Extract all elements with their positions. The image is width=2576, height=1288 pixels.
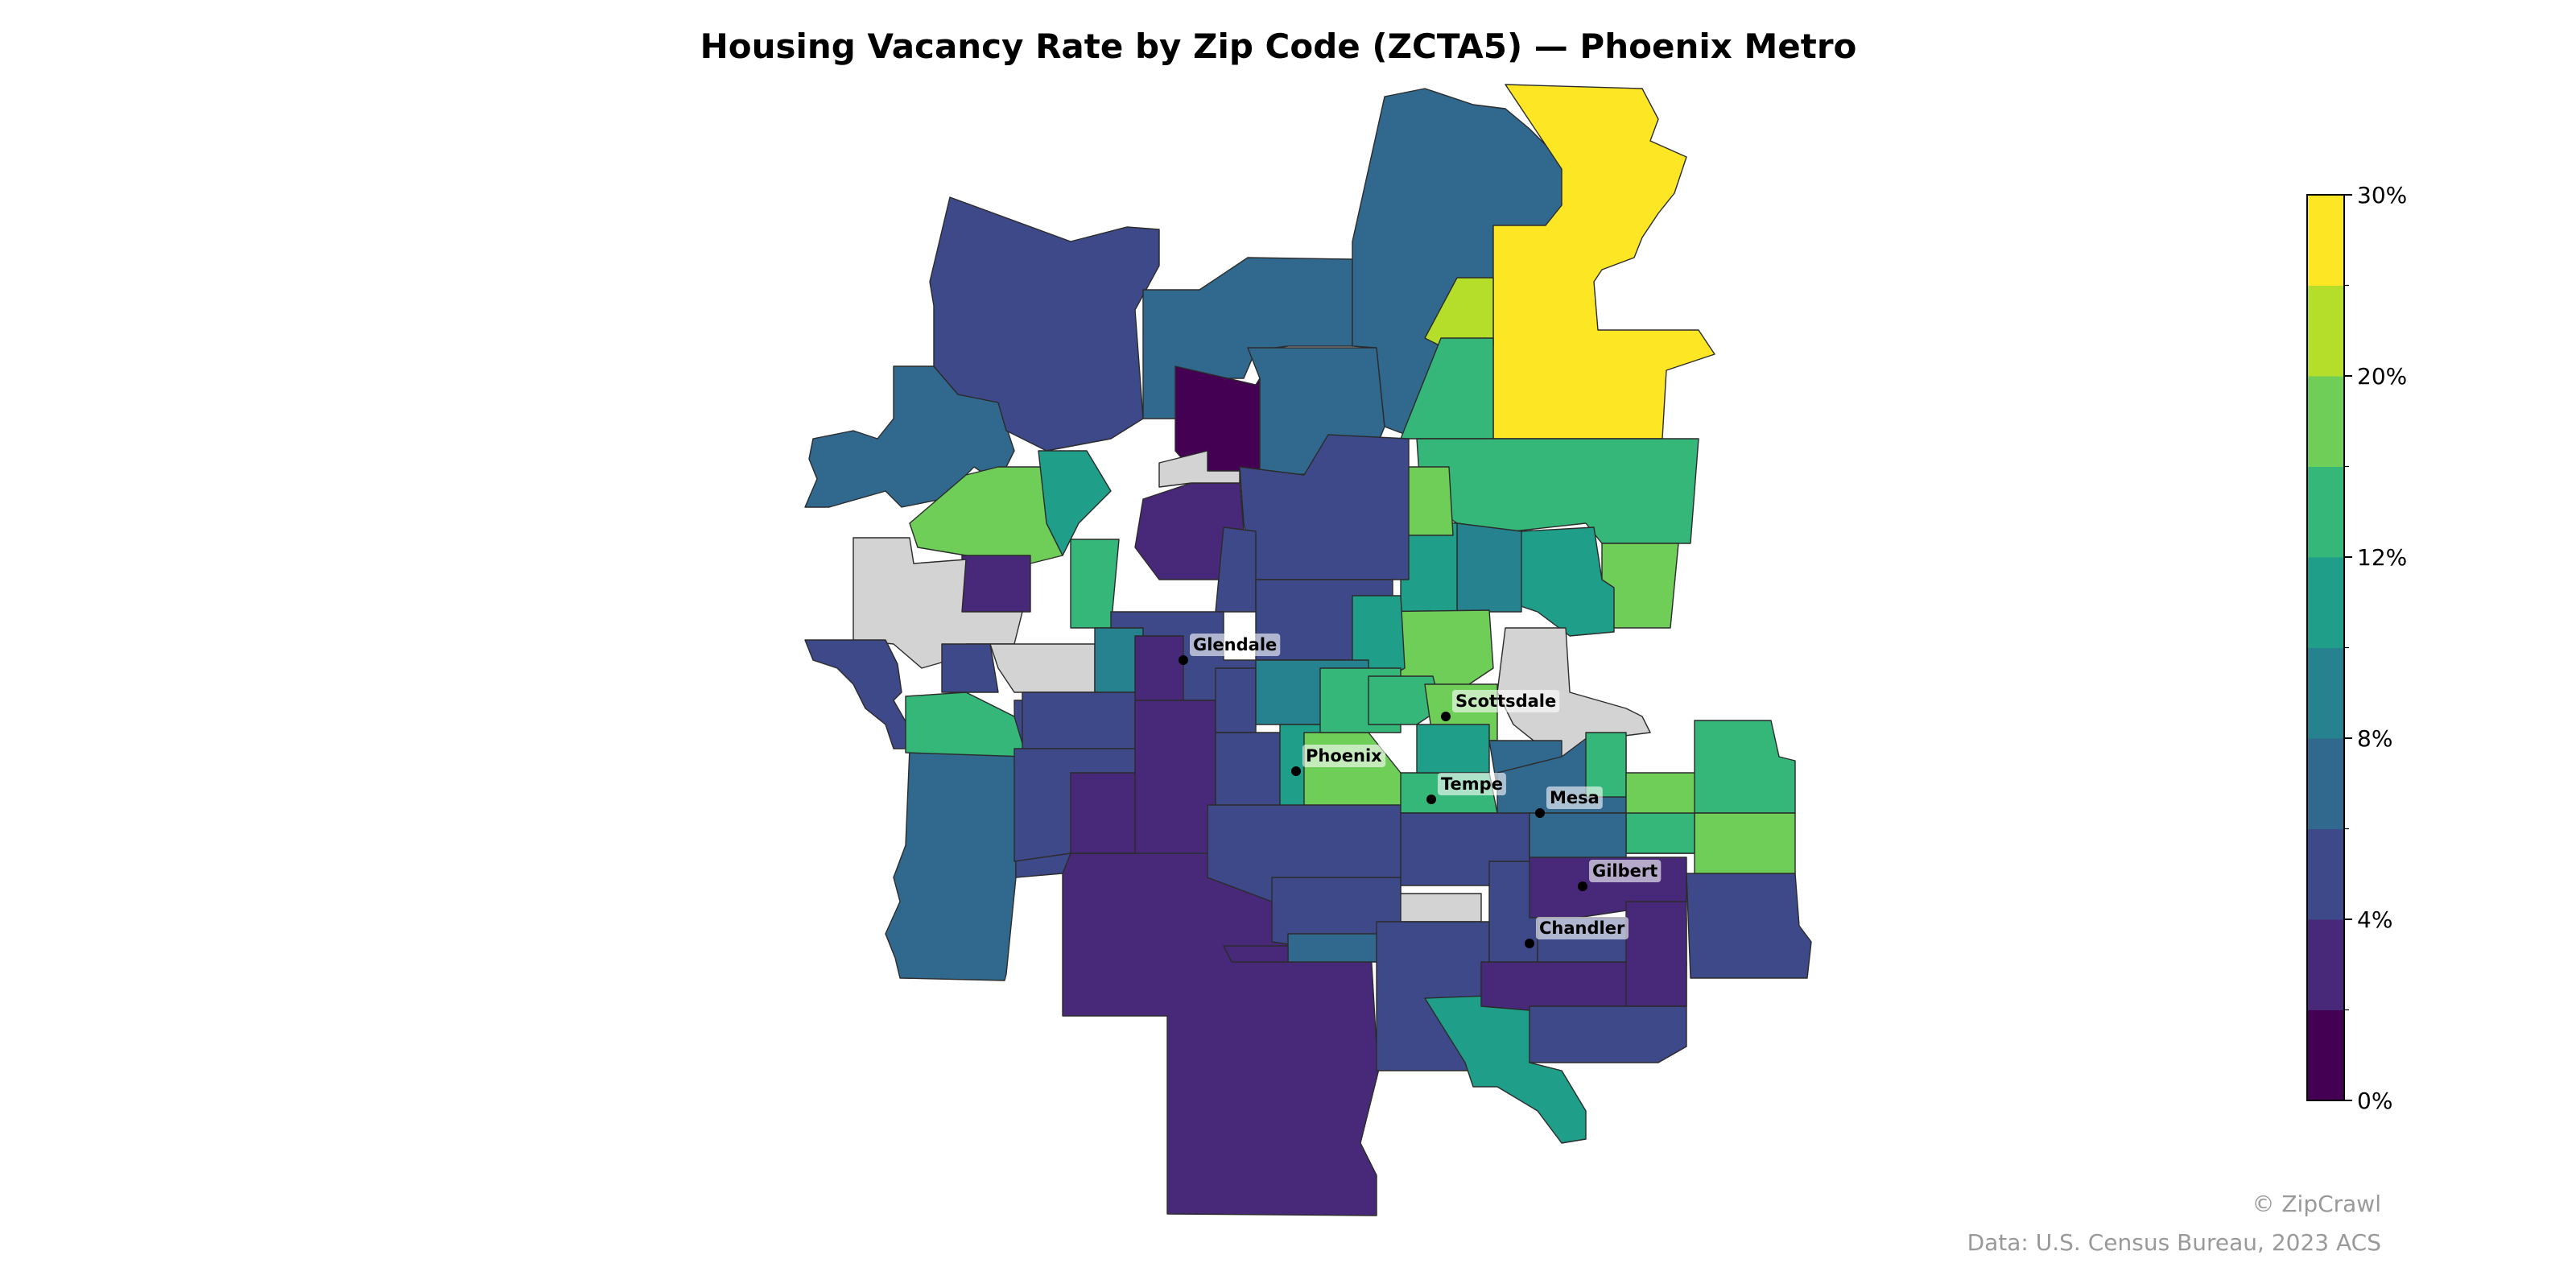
colorbar-segment	[2307, 195, 2344, 286]
zip-area	[1625, 812, 1695, 854]
city-marker: Chandler	[1525, 917, 1629, 948]
zip-area	[1158, 450, 1241, 488]
zip-area	[1400, 893, 1482, 923]
colorbar-segment	[2307, 285, 2344, 377]
city-label: Chandler	[1539, 919, 1625, 938]
zip-area	[929, 196, 1160, 452]
colorbar-segment	[2307, 738, 2344, 829]
colorbar-tick-label: 4%	[2357, 906, 2392, 933]
zip-area	[1456, 522, 1522, 613]
map-title: Housing Vacancy Rate by Zip Code (ZCTA5)…	[700, 27, 1857, 66]
city-label-background	[1438, 773, 1506, 795]
colorbar-segment	[2307, 828, 2344, 920]
colorbar-tick-label: 0%	[2357, 1088, 2392, 1114]
city-marker: Gilbert	[1578, 860, 1662, 891]
zip-code-layer	[804, 84, 1812, 1216]
zip-area	[1215, 667, 1257, 733]
zip-area	[1686, 873, 1812, 979]
city-markers: Glendale Scottsdale Phoenix Tempe Mesa Gilber…	[1179, 634, 1662, 948]
city-label: Gilbert	[1592, 861, 1657, 881]
zip-area	[1625, 901, 1687, 1007]
colorbar-segment	[2307, 376, 2344, 467]
zip-area	[1223, 945, 1289, 963]
city-label: Mesa	[1550, 788, 1600, 807]
city-label-background	[1546, 786, 1603, 809]
zip-area	[885, 748, 1017, 981]
colorbar-legend: 0% 4% 8% 12% 20% 30%	[2306, 182, 2407, 1114]
zip-area	[804, 639, 910, 749]
city-label: Glendale	[1193, 635, 1277, 654]
zip-area	[1070, 772, 1136, 854]
colorbar-tick-label: 30%	[2357, 182, 2407, 208]
colorbar-segment	[2307, 919, 2344, 1010]
colorbar-segment	[2307, 557, 2344, 648]
zip-area	[1529, 1005, 1687, 1063]
city-dot	[1179, 655, 1188, 665]
zip-area	[989, 643, 1096, 693]
zip-area	[1513, 526, 1615, 637]
colorbar-tick-label: 12%	[2357, 544, 2407, 571]
city-dot	[1291, 766, 1301, 776]
city-marker: Mesa	[1535, 786, 1603, 818]
city-marker: Tempe	[1426, 773, 1506, 804]
brand-credit: © ZipCrawl	[2252, 1191, 2381, 1217]
city-dot	[1441, 712, 1451, 721]
city-label-background	[1302, 745, 1386, 767]
zip-area	[1134, 700, 1216, 854]
colorbar-segment	[2307, 647, 2344, 739]
city-label-background	[1589, 860, 1662, 882]
city-marker: Glendale	[1179, 634, 1281, 665]
zip-area	[905, 691, 1027, 758]
city-dot	[1525, 939, 1534, 948]
zip-area	[1134, 635, 1184, 709]
city-label: Scottsdale	[1455, 691, 1556, 711]
zip-area	[961, 555, 1031, 613]
city-marker: Scottsdale	[1441, 690, 1560, 721]
zip-area	[1694, 812, 1796, 878]
city-label-background	[1190, 634, 1281, 656]
zip-area	[1694, 720, 1796, 814]
zip-area	[1215, 732, 1281, 814]
city-dot	[1578, 881, 1587, 891]
city-dot	[1535, 808, 1545, 818]
data-source-credit: Data: U.S. Census Bureau, 2023 ACS	[1967, 1229, 2381, 1256]
colorbar-tick-label: 20%	[2357, 363, 2407, 390]
zip-area	[1038, 450, 1112, 556]
city-label-background	[1452, 690, 1560, 712]
city-label: Tempe	[1441, 774, 1503, 794]
zip-area	[1368, 675, 1442, 725]
city-dot	[1426, 795, 1436, 804]
colorbar-segment	[2307, 1009, 2344, 1101]
zip-area	[1492, 84, 1715, 440]
zip-area	[941, 643, 999, 693]
city-marker: Phoenix	[1291, 745, 1386, 776]
zip-area	[1529, 812, 1627, 862]
city-label-background	[1536, 917, 1629, 939]
colorbar-segment	[2307, 466, 2344, 558]
colorbar-tick-label: 8%	[2357, 725, 2392, 752]
zip-area	[1416, 724, 1490, 774]
city-label: Phoenix	[1306, 746, 1382, 766]
